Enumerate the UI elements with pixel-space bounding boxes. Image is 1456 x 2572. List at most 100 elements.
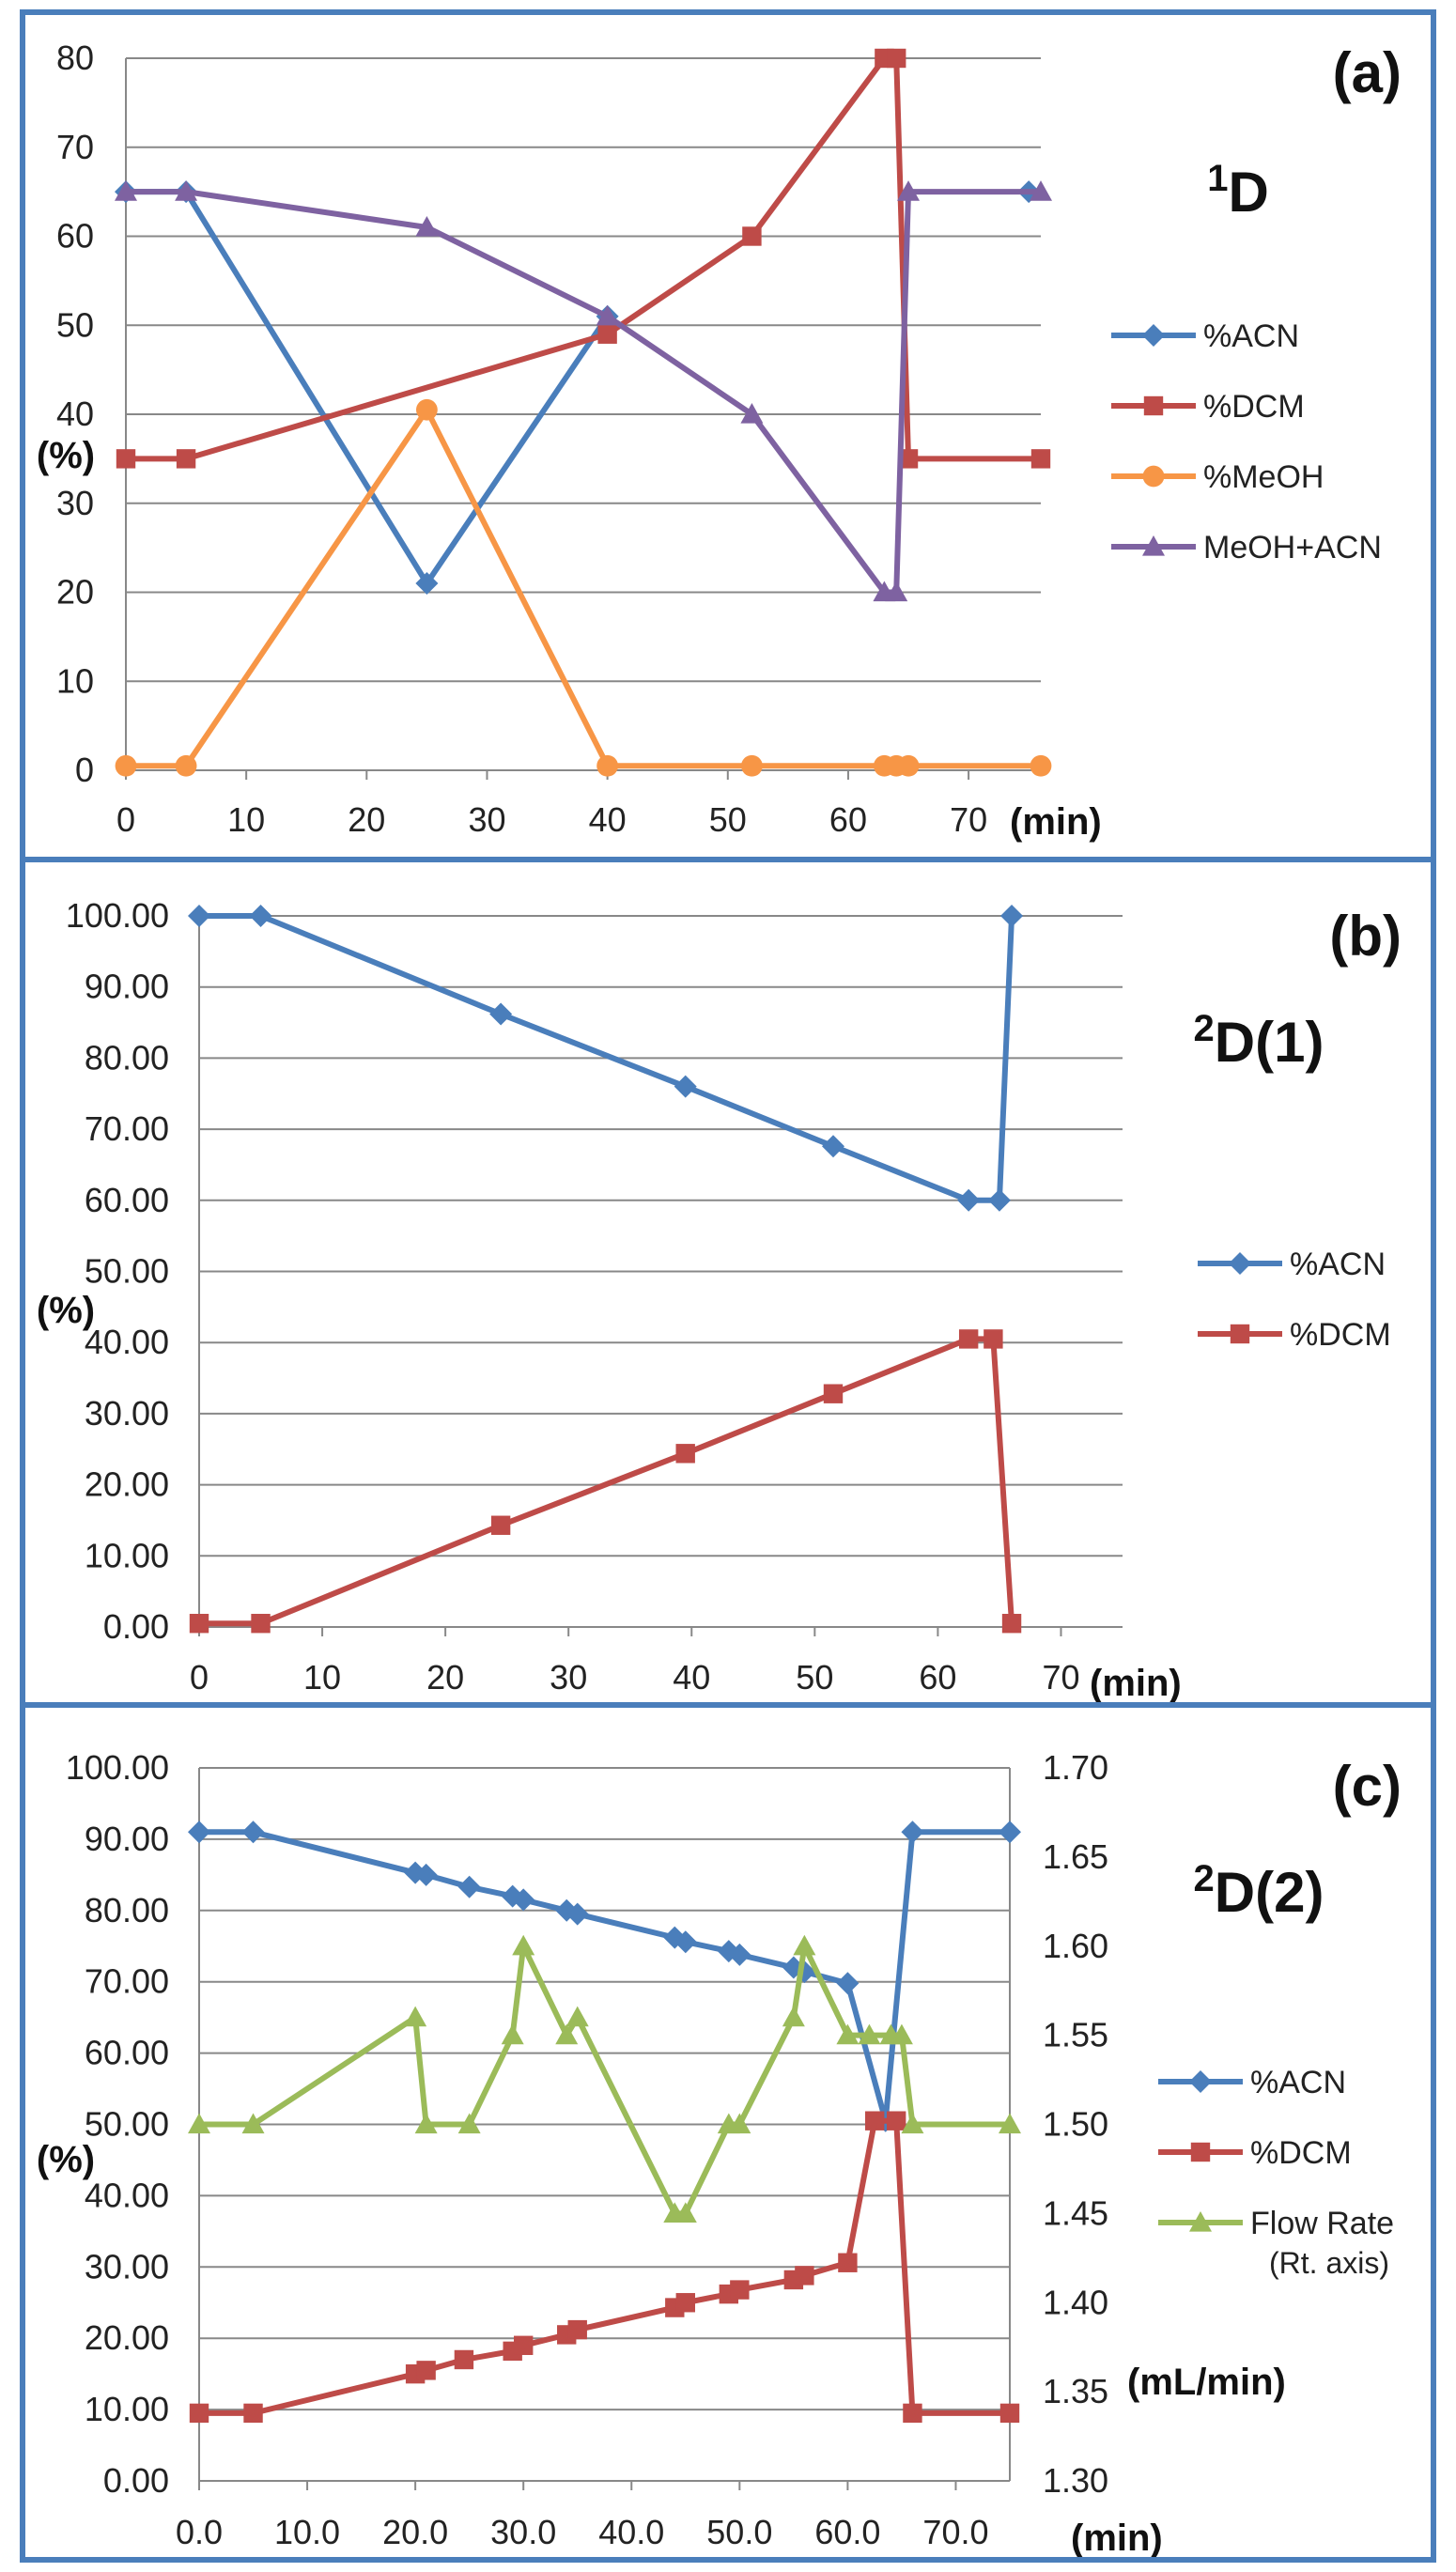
- y-tick-label: 60.00: [85, 2034, 169, 2072]
- x-tick-label: 70: [1042, 1658, 1079, 1697]
- y-tick-label: 0.00: [103, 2461, 169, 2500]
- legend-entry: %DCM: [1111, 389, 1305, 425]
- series-line: [126, 55, 1041, 462]
- y2-tick-label: 1.35: [1043, 2372, 1108, 2410]
- data-point: [987, 1188, 1011, 1212]
- data-point: [1001, 1614, 1022, 1634]
- legend-label: %MeOH: [1203, 459, 1324, 495]
- y2-tick-label: 1.65: [1043, 1837, 1108, 1876]
- data-point: [249, 905, 272, 927]
- y2-tick-label: 1.70: [1043, 1748, 1108, 1787]
- y-tick-label: 80: [56, 39, 94, 77]
- legend-label: %DCM: [1250, 2135, 1352, 2171]
- data-point: [597, 324, 617, 344]
- chart-panel-b: 0.00 10.00 20.00 30.00 40.00 50.00 60.00 70.00 8…: [37, 896, 1402, 1704]
- legend-label: %ACN: [1290, 1247, 1386, 1282]
- x-tick-label: 40.0: [598, 2513, 664, 2551]
- y2-tick-label: 1.40: [1043, 2283, 1108, 2321]
- legend-entry: %ACN: [1111, 318, 1299, 354]
- data-point: [416, 2361, 436, 2380]
- data-point: [957, 1188, 981, 1212]
- y-tick-label: 90.00: [85, 1820, 169, 1858]
- data-point: [898, 449, 919, 469]
- y-tick-label: 10.00: [85, 1536, 169, 1574]
- data-point: [555, 2023, 579, 2045]
- data-point: [999, 1821, 1021, 1844]
- data-point: [454, 2349, 474, 2370]
- x-tick-label: 50: [796, 1658, 833, 1697]
- data-point: [489, 1002, 513, 1026]
- y-tick-label: 70.00: [85, 1109, 169, 1148]
- x-tick-label: 50.0: [706, 2513, 772, 2551]
- chart-title-superscript: 2: [1194, 1008, 1215, 1049]
- data-point: [188, 905, 210, 927]
- data-point: [565, 2006, 589, 2027]
- data-point: [903, 2403, 922, 2424]
- data-point: [415, 216, 439, 237]
- data-point: [728, 1943, 751, 1966]
- legend-swatch-marker: [1229, 1252, 1251, 1275]
- y-tick-label: 30.00: [85, 2247, 169, 2285]
- data-point: [404, 2006, 427, 2027]
- series-flow-rate: [188, 1934, 1021, 2223]
- y2-axis-label: (mL/min): [1127, 2362, 1286, 2403]
- data-point: [885, 581, 908, 602]
- data-point: [675, 1444, 695, 1464]
- data-point: [675, 2293, 695, 2313]
- legend-label: %DCM: [1290, 1317, 1391, 1353]
- x-tick-label: 60.0: [814, 2513, 880, 2551]
- x-tick-label: 10: [227, 800, 265, 839]
- legend-swatch-marker: [1143, 395, 1164, 416]
- x-tick-label: 60: [919, 1658, 956, 1697]
- legend-entry: %ACN: [1158, 2065, 1346, 2100]
- chart-title-text: D: [1228, 161, 1268, 224]
- y-tick-label: 70: [56, 128, 94, 166]
- legend-label: MeOH+ACN: [1203, 530, 1382, 566]
- chart-title-superscript: 1: [1207, 158, 1228, 199]
- data-point: [793, 1934, 816, 1956]
- x-tick-label: 10: [303, 1658, 341, 1697]
- x-axis-label: (min): [1010, 801, 1102, 843]
- data-point: [414, 1863, 438, 1886]
- y-tick-label: 30.00: [85, 1394, 169, 1433]
- y-tick-label: 20.00: [85, 1465, 169, 1504]
- y2-tick-label: 1.55: [1043, 2016, 1108, 2054]
- y2-tick-label: 1.60: [1043, 1927, 1108, 1965]
- data-point: [189, 2403, 209, 2424]
- data-point: [176, 449, 196, 469]
- data-point: [415, 572, 439, 596]
- y2-tick-label: 1.45: [1043, 2193, 1108, 2232]
- series--acn: [188, 905, 1024, 1212]
- y-tick-label: 30: [56, 484, 94, 522]
- data-point: [897, 754, 920, 777]
- y-tick-label: 100.00: [66, 896, 169, 935]
- data-point: [901, 1821, 924, 1844]
- series--dcm: [189, 1329, 1022, 1634]
- y-tick-label: 10: [56, 661, 94, 700]
- data-point: [501, 2023, 524, 2045]
- data-point: [858, 2023, 881, 2045]
- y2-tick-label: 1.50: [1043, 2105, 1108, 2144]
- data-point: [175, 180, 198, 201]
- y-tick-label: 50.00: [85, 1252, 169, 1291]
- legend-entry: %DCM: [1198, 1317, 1391, 1353]
- x-axis-label: (min): [1071, 2518, 1163, 2559]
- legend-note: (Rt. axis): [1269, 2246, 1389, 2280]
- data-point: [730, 2280, 750, 2300]
- legend-swatch-marker: [1230, 1324, 1250, 1344]
- data-point: [512, 1934, 535, 1956]
- series-meoh-acn: [115, 180, 1052, 602]
- y-tick-label: 70.00: [85, 1962, 169, 2001]
- y-axis-label: (%): [37, 1290, 95, 1331]
- data-point: [821, 1135, 844, 1158]
- y-tick-label: 10.00: [85, 2390, 169, 2428]
- legend-swatch-marker: [1142, 535, 1165, 556]
- legend-entry: Flow Rate (Rt. axis): [1158, 2206, 1394, 2280]
- data-point: [1030, 449, 1051, 469]
- legend-label: Flow Rate: [1250, 2206, 1394, 2241]
- x-tick-label: 20: [348, 800, 385, 839]
- x-tick-label: 30.0: [490, 2513, 556, 2551]
- y-axis-label: (%): [37, 435, 95, 476]
- data-point: [728, 2113, 751, 2134]
- data-point: [512, 1888, 535, 1912]
